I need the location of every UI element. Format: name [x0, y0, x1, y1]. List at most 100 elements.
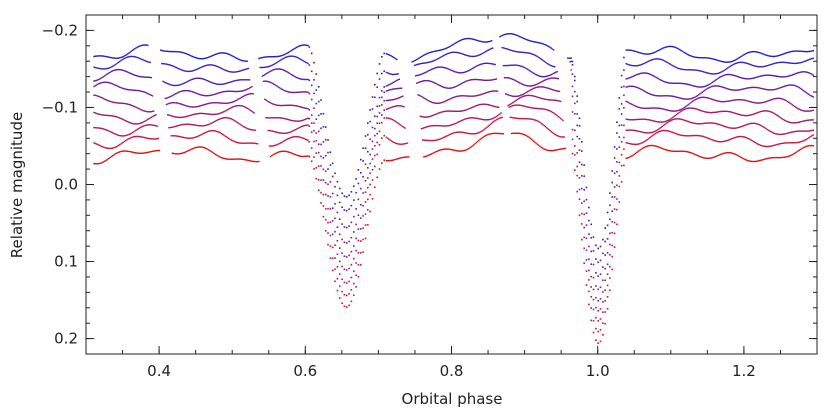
data-point — [241, 142, 244, 144]
data-point — [181, 90, 183, 92]
data-point — [542, 98, 544, 100]
data-point — [429, 115, 431, 118]
light-curve-series — [93, 104, 814, 322]
data-point — [611, 210, 613, 212]
data-point — [395, 58, 397, 60]
data-point — [479, 103, 481, 106]
data-point — [744, 124, 747, 126]
data-point — [313, 129, 315, 132]
data-point — [439, 138, 441, 140]
data-point — [362, 238, 364, 241]
data-point — [324, 126, 327, 128]
data-point — [369, 153, 371, 156]
data-point — [685, 52, 687, 55]
data-point — [733, 153, 735, 155]
data-point — [636, 118, 638, 121]
data-point — [723, 140, 726, 142]
data-point — [679, 49, 681, 51]
data-point — [782, 61, 784, 63]
data-point — [807, 72, 810, 74]
data-point — [267, 80, 269, 83]
data-point — [751, 77, 754, 79]
data-point — [176, 116, 178, 118]
data-point — [355, 191, 357, 194]
data-point — [751, 101, 754, 103]
data-point — [138, 127, 141, 129]
data-point — [269, 70, 272, 72]
data-point — [292, 104, 294, 107]
data-point — [362, 160, 364, 162]
data-point — [627, 77, 630, 79]
data-point — [303, 60, 306, 63]
data-point — [203, 132, 205, 134]
data-point — [133, 151, 135, 154]
data-point — [129, 72, 131, 74]
data-point — [385, 53, 388, 55]
data-point — [664, 120, 666, 123]
data-point — [519, 95, 521, 97]
data-point — [237, 90, 239, 93]
data-point — [554, 99, 556, 101]
data-point — [474, 78, 476, 81]
data-point — [685, 120, 687, 122]
data-point — [506, 77, 508, 79]
data-point — [762, 159, 764, 161]
data-point — [266, 100, 268, 102]
data-point — [674, 46, 676, 49]
data-point — [437, 139, 439, 141]
data-point — [719, 72, 721, 74]
data-point — [668, 109, 671, 112]
data-point — [640, 107, 643, 109]
data-point — [592, 276, 595, 279]
data-point — [438, 102, 440, 104]
data-point — [517, 98, 520, 100]
data-point — [105, 98, 107, 101]
data-point — [110, 155, 113, 158]
data-point — [735, 112, 737, 115]
data-point — [641, 147, 644, 150]
data-point — [452, 51, 454, 53]
data-point — [769, 55, 771, 57]
data-point — [639, 142, 641, 145]
data-point — [224, 110, 226, 112]
data-point — [126, 71, 128, 73]
data-point — [198, 146, 200, 148]
data-point — [302, 107, 305, 109]
data-point — [523, 134, 526, 136]
data-point — [96, 163, 99, 165]
data-point — [288, 119, 290, 121]
data-point — [761, 87, 763, 90]
data-point — [196, 113, 198, 115]
data-point — [762, 88, 764, 90]
data-point — [192, 91, 195, 93]
data-point — [96, 113, 99, 115]
data-point — [703, 85, 706, 88]
data-point — [234, 100, 237, 102]
data-point — [798, 149, 800, 151]
data-point — [625, 142, 627, 144]
data-point — [188, 149, 190, 152]
data-point — [734, 112, 736, 114]
data-point — [473, 55, 475, 58]
data-point — [486, 50, 488, 52]
data-point — [535, 96, 537, 98]
data-point — [771, 89, 774, 91]
data-point — [357, 214, 360, 216]
data-point — [281, 104, 283, 107]
data-point — [248, 79, 251, 81]
data-point — [168, 64, 170, 66]
data-point — [505, 93, 507, 95]
data-point — [461, 95, 464, 97]
data-point — [748, 51, 750, 54]
data-point — [102, 128, 105, 130]
data-point — [100, 68, 102, 70]
data-point — [338, 273, 341, 275]
data-point — [629, 49, 631, 51]
data-point — [493, 90, 495, 92]
data-point — [301, 78, 303, 80]
data-point — [237, 122, 239, 124]
data-point — [472, 106, 474, 108]
data-point — [127, 134, 129, 136]
data-point — [452, 149, 454, 151]
data-point — [285, 90, 287, 92]
